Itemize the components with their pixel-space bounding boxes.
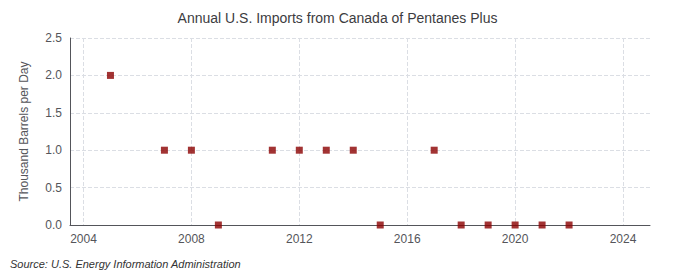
svg-text:2.0: 2.0: [45, 68, 62, 82]
svg-text:2020: 2020: [502, 232, 529, 246]
svg-text:2012: 2012: [286, 232, 313, 246]
svg-text:2016: 2016: [394, 232, 421, 246]
svg-text:2008: 2008: [178, 232, 205, 246]
svg-text:1.5: 1.5: [45, 106, 62, 120]
svg-text:2.5: 2.5: [45, 31, 62, 45]
svg-text:Source: U.S. Energy Informatio: Source: U.S. Energy Information Administ…: [10, 258, 241, 270]
svg-text:0.0: 0.0: [45, 218, 62, 232]
svg-text:2024: 2024: [610, 232, 637, 246]
svg-text:1.0: 1.0: [45, 143, 62, 157]
svg-text:2004: 2004: [70, 232, 97, 246]
svg-text:Thousand Barrels per Day: Thousand Barrels per Day: [17, 61, 31, 201]
svg-text:0.5: 0.5: [45, 181, 62, 195]
svg-text:Annual U.S. Imports from Canad: Annual U.S. Imports from Canada of Penta…: [178, 10, 498, 26]
